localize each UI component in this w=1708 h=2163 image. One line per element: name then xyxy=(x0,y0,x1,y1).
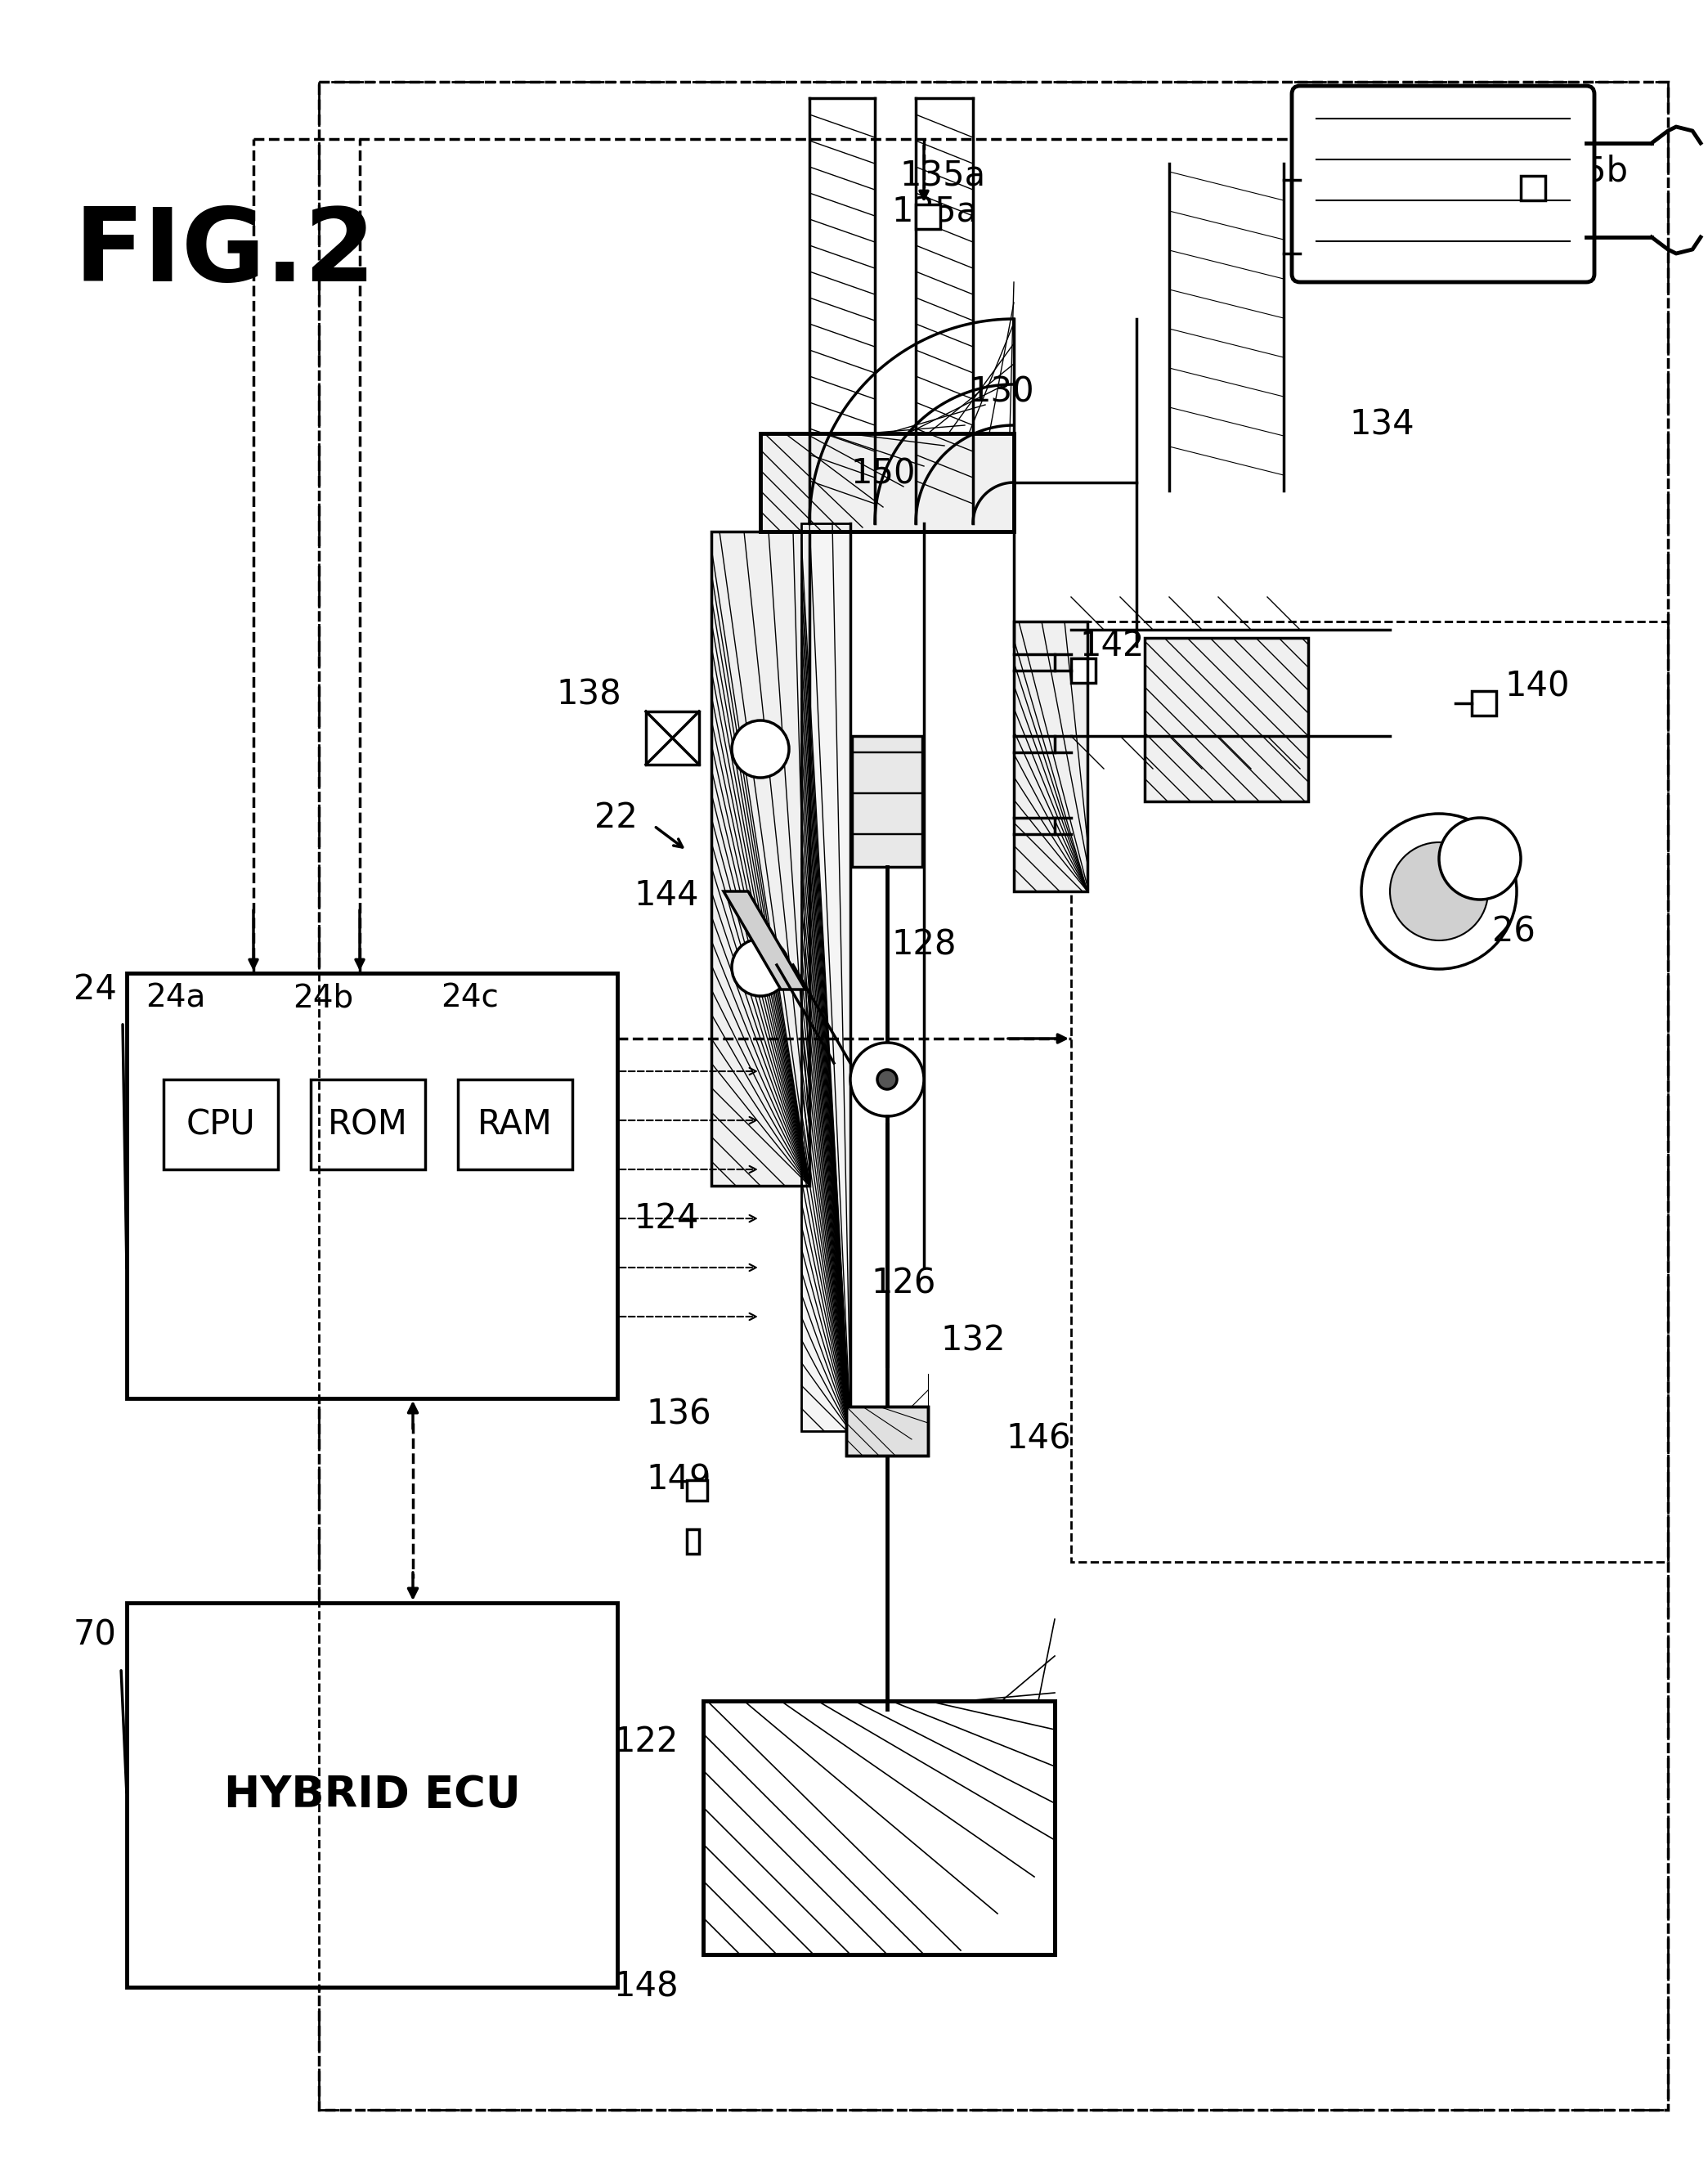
Text: 128: 128 xyxy=(892,928,956,963)
Bar xyxy=(1015,621,1088,891)
Text: 134: 134 xyxy=(1349,409,1414,443)
Bar xyxy=(1144,638,1308,802)
Bar xyxy=(1015,621,1088,891)
Bar xyxy=(845,1406,927,1456)
Text: 150: 150 xyxy=(851,456,915,491)
Bar xyxy=(319,82,1669,2109)
Text: 148: 148 xyxy=(613,1970,678,2005)
Text: 122: 122 xyxy=(613,1724,678,1759)
Bar xyxy=(687,1529,699,1553)
Bar xyxy=(711,532,810,1185)
Text: 138: 138 xyxy=(557,677,622,712)
Text: 140: 140 xyxy=(1505,671,1570,705)
Text: 22: 22 xyxy=(594,800,637,835)
Text: 144: 144 xyxy=(634,878,699,913)
Bar xyxy=(915,205,941,229)
Text: 24a: 24a xyxy=(145,982,205,1012)
Bar xyxy=(801,523,851,1432)
Bar xyxy=(126,1603,617,1988)
Bar xyxy=(126,973,617,1399)
Text: 24b: 24b xyxy=(292,982,354,1012)
Text: 136: 136 xyxy=(646,1397,711,1432)
Text: 70: 70 xyxy=(73,1618,116,1653)
Bar xyxy=(711,532,810,1185)
Text: 130: 130 xyxy=(968,376,1033,409)
Text: 126: 126 xyxy=(871,1268,936,1302)
Bar xyxy=(760,433,1015,532)
Bar xyxy=(1071,621,1669,1562)
Text: CPU: CPU xyxy=(186,1107,256,1142)
Text: FIG.2: FIG.2 xyxy=(73,203,376,303)
Bar xyxy=(687,1479,707,1501)
Text: 149: 149 xyxy=(646,1462,711,1497)
Bar xyxy=(311,1079,425,1170)
FancyBboxPatch shape xyxy=(1291,87,1594,281)
Text: HYBRID ECU: HYBRID ECU xyxy=(224,1774,521,1817)
Bar xyxy=(1071,658,1095,684)
Bar xyxy=(458,1079,572,1170)
Bar xyxy=(164,1079,278,1170)
Text: 135a: 135a xyxy=(892,195,977,229)
Bar xyxy=(845,1406,927,1456)
Circle shape xyxy=(1390,841,1488,941)
Text: 146: 146 xyxy=(1006,1421,1071,1456)
Text: 124: 124 xyxy=(634,1200,699,1235)
Text: 135b: 135b xyxy=(1541,154,1628,188)
Text: 135a: 135a xyxy=(900,158,986,193)
Bar xyxy=(1472,690,1496,716)
Text: 132: 132 xyxy=(941,1324,1006,1358)
Bar xyxy=(1144,638,1308,802)
Bar xyxy=(852,735,922,867)
Circle shape xyxy=(1361,813,1517,969)
Text: RAM: RAM xyxy=(478,1107,553,1142)
Bar xyxy=(1520,175,1546,201)
Bar xyxy=(801,523,851,1432)
Bar xyxy=(646,712,699,764)
Bar xyxy=(704,1700,1056,1955)
Bar xyxy=(760,433,1015,532)
Text: 142: 142 xyxy=(1079,629,1144,664)
Circle shape xyxy=(851,1043,924,1116)
Text: 24c: 24c xyxy=(441,982,499,1012)
Circle shape xyxy=(731,939,789,995)
Bar xyxy=(704,1700,1056,1955)
Circle shape xyxy=(878,1071,897,1090)
Circle shape xyxy=(1440,818,1520,900)
Circle shape xyxy=(731,720,789,779)
Text: 26: 26 xyxy=(1493,915,1535,950)
Text: ROM: ROM xyxy=(328,1107,408,1142)
Text: 24: 24 xyxy=(73,973,116,1006)
Polygon shape xyxy=(724,891,806,988)
